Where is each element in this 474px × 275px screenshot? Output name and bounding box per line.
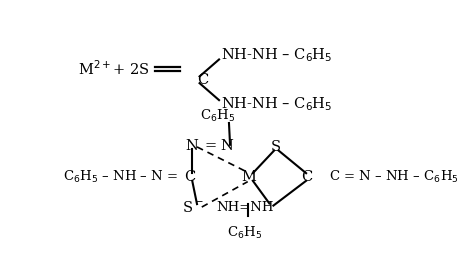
Text: N: N (220, 139, 233, 153)
Text: NH=NH: NH=NH (216, 201, 273, 214)
Text: NH-NH – C$_6$H$_5$: NH-NH – C$_6$H$_5$ (221, 46, 332, 64)
Text: N: N (185, 139, 198, 153)
Text: =: = (205, 139, 217, 153)
Text: C: C (301, 170, 313, 184)
Text: C$_6$H$_5$: C$_6$H$_5$ (200, 108, 235, 124)
Text: M$^{2+}$+ 2S: M$^{2+}$+ 2S (78, 60, 149, 78)
Text: C = N – NH – C$_6$H$_5$: C = N – NH – C$_6$H$_5$ (329, 169, 459, 185)
Text: C: C (184, 170, 195, 184)
Text: C: C (197, 73, 208, 87)
Text: S$^-$: S$^-$ (182, 200, 204, 215)
Text: NH-NH – C$_6$H$_5$: NH-NH – C$_6$H$_5$ (221, 95, 332, 113)
Text: M: M (241, 170, 256, 184)
Text: S: S (271, 140, 281, 154)
Text: C$_6$H$_5$ – NH – N =: C$_6$H$_5$ – NH – N = (63, 169, 178, 185)
Text: C$_6$H$_5$: C$_6$H$_5$ (227, 225, 262, 241)
